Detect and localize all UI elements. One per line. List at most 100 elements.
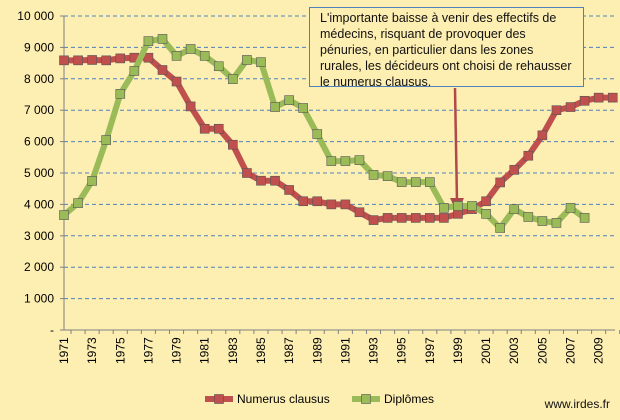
data-point bbox=[467, 201, 477, 211]
x-tick-label: 1991 bbox=[338, 337, 352, 364]
data-point bbox=[199, 123, 210, 134]
data-point bbox=[171, 76, 182, 87]
data-point bbox=[213, 123, 224, 134]
data-point bbox=[537, 216, 548, 226]
data-point bbox=[129, 66, 140, 76]
data-point bbox=[523, 150, 534, 161]
x-tick-label: 1971 bbox=[57, 337, 71, 364]
data-point bbox=[453, 201, 463, 211]
data-point bbox=[509, 204, 520, 214]
annotation-box: L'importante baisse à venir des effectif… bbox=[309, 7, 584, 89]
x-tick-label: 1983 bbox=[226, 337, 240, 364]
data-point bbox=[157, 65, 168, 75]
data-point bbox=[579, 95, 590, 106]
y-tick-label: 6 000 bbox=[24, 135, 54, 149]
data-point bbox=[340, 199, 351, 210]
data-point bbox=[354, 155, 365, 165]
data-point bbox=[157, 34, 168, 44]
data-point bbox=[298, 103, 308, 113]
data-point bbox=[242, 55, 252, 65]
data-point bbox=[354, 207, 365, 218]
y-tick-label: 5 000 bbox=[24, 166, 54, 180]
y-tick-label: 3 000 bbox=[24, 229, 54, 243]
data-point bbox=[410, 177, 421, 187]
x-tick-label: 1997 bbox=[423, 337, 437, 364]
x-tick-label: 1973 bbox=[85, 337, 99, 364]
x-tick-label: 1993 bbox=[367, 337, 381, 364]
y-tick-label: 7 000 bbox=[24, 103, 54, 117]
data-point bbox=[593, 92, 604, 103]
data-point bbox=[59, 210, 69, 220]
data-point bbox=[199, 51, 210, 61]
data-point bbox=[410, 213, 421, 223]
x-tick-label: 1989 bbox=[310, 337, 324, 364]
data-point bbox=[439, 213, 449, 223]
data-point bbox=[523, 212, 534, 222]
series-line-numerus-clausus bbox=[64, 54, 613, 224]
data-point bbox=[185, 44, 196, 54]
data-point bbox=[326, 199, 337, 210]
data-point bbox=[171, 51, 182, 61]
legend-label: Diplômes bbox=[384, 392, 434, 406]
x-tick-label: 2003 bbox=[507, 337, 521, 364]
source-label: www.irdes.fr bbox=[544, 397, 610, 411]
data-point bbox=[59, 55, 69, 66]
x-tick-label: 2007 bbox=[564, 337, 578, 364]
legend-label: Numerus clausus bbox=[237, 392, 330, 406]
data-point bbox=[312, 196, 323, 207]
data-point bbox=[481, 209, 491, 219]
x-tick-label: 1987 bbox=[282, 337, 296, 364]
data-point bbox=[115, 53, 126, 64]
x-tick-label: 1995 bbox=[395, 337, 409, 364]
data-point bbox=[509, 165, 520, 175]
data-point bbox=[495, 177, 505, 188]
data-point bbox=[143, 36, 154, 46]
legend-marker bbox=[214, 394, 224, 404]
data-point bbox=[439, 203, 449, 213]
data-point bbox=[495, 223, 505, 233]
data-point bbox=[396, 213, 407, 223]
y-tick-label: 8 000 bbox=[24, 72, 54, 86]
data-point bbox=[312, 129, 323, 139]
data-point bbox=[101, 55, 112, 66]
data-point bbox=[143, 52, 154, 63]
data-point bbox=[340, 156, 351, 166]
data-point bbox=[242, 168, 252, 178]
data-point bbox=[551, 218, 562, 228]
data-point bbox=[228, 139, 238, 150]
data-point bbox=[87, 176, 97, 186]
data-point bbox=[382, 171, 393, 181]
x-tick-label: 1979 bbox=[170, 337, 184, 364]
data-point bbox=[579, 213, 590, 223]
y-tick-label: - bbox=[50, 323, 54, 337]
x-tick-label: 2001 bbox=[479, 337, 493, 364]
y-tick-label: 1 000 bbox=[24, 292, 54, 306]
data-point bbox=[368, 215, 379, 225]
data-point bbox=[256, 57, 266, 67]
x-tick-label: 1975 bbox=[113, 337, 127, 364]
data-point bbox=[284, 95, 294, 105]
y-tick-label: 2 000 bbox=[24, 260, 54, 274]
data-point bbox=[551, 105, 562, 115]
x-tick-label: 1999 bbox=[451, 337, 465, 364]
data-point bbox=[425, 177, 435, 187]
data-point bbox=[73, 55, 83, 66]
annotation-arrow bbox=[453, 87, 459, 203]
data-point bbox=[87, 55, 97, 65]
data-point bbox=[368, 170, 379, 180]
data-point bbox=[298, 196, 308, 207]
data-point bbox=[481, 196, 491, 207]
legend-marker bbox=[361, 394, 371, 404]
data-point bbox=[228, 74, 238, 84]
x-tick-label: 1985 bbox=[254, 337, 268, 364]
data-point bbox=[101, 135, 112, 145]
x-tick-label: 2005 bbox=[535, 337, 549, 364]
x-tick-label: 1977 bbox=[141, 337, 155, 364]
data-point bbox=[284, 185, 294, 195]
x-tick-label: 1981 bbox=[198, 337, 212, 364]
data-point bbox=[565, 102, 576, 112]
x-tick-label: 2009 bbox=[592, 337, 606, 364]
data-point bbox=[73, 198, 83, 208]
data-point bbox=[115, 89, 126, 99]
